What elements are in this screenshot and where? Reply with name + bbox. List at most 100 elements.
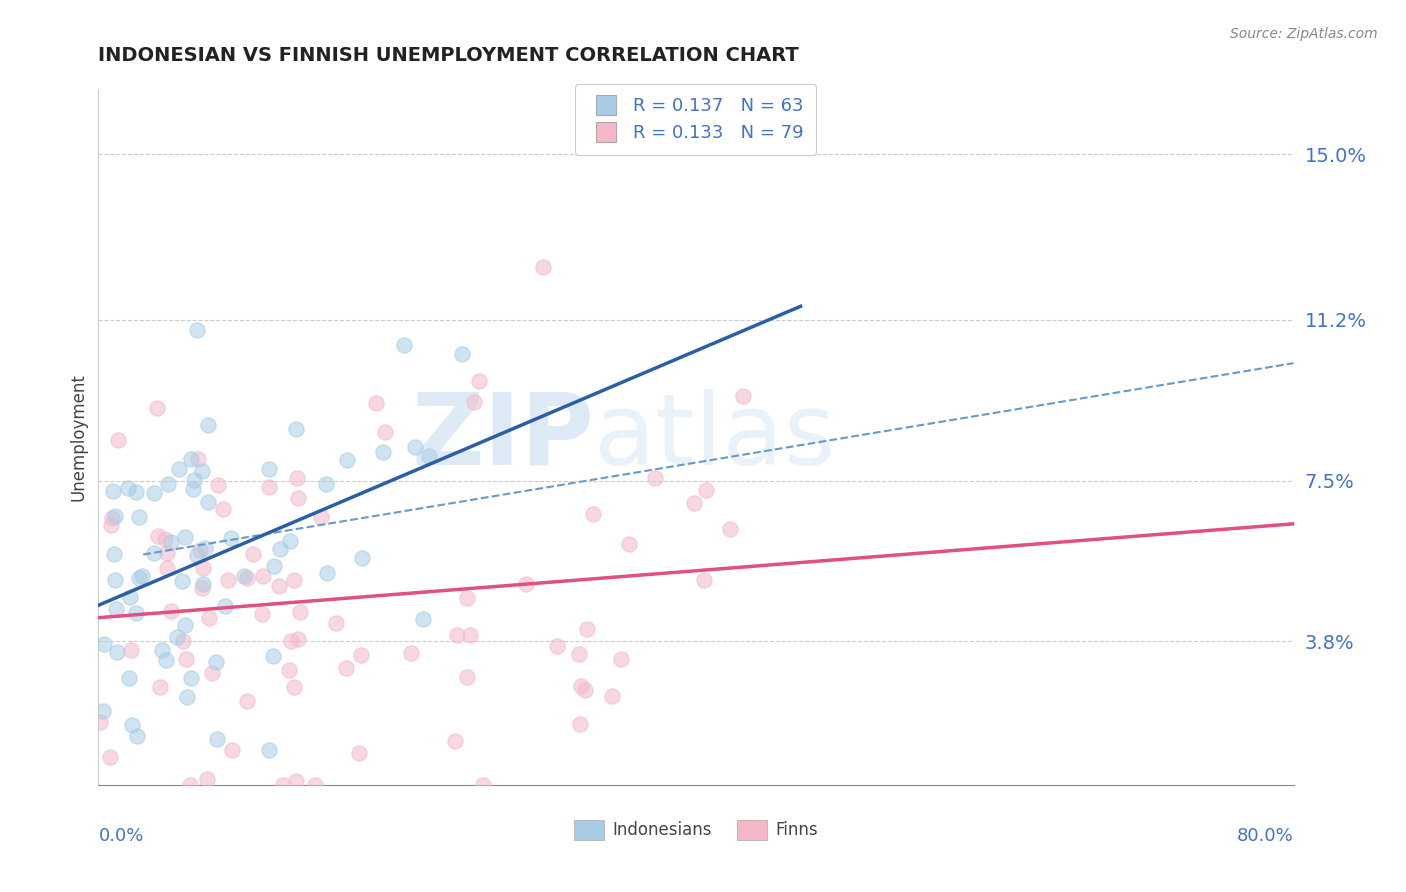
Point xyxy=(174,618,197,632)
Point xyxy=(569,717,592,731)
Point xyxy=(350,550,373,565)
Point xyxy=(160,604,183,618)
Point xyxy=(446,628,468,642)
Point xyxy=(146,401,169,415)
Point xyxy=(568,647,591,661)
Point xyxy=(285,774,308,789)
Point xyxy=(733,389,755,403)
Point xyxy=(450,347,472,361)
Point xyxy=(236,571,259,585)
Point xyxy=(156,561,179,575)
Point xyxy=(257,480,280,494)
Point xyxy=(374,425,396,439)
Point xyxy=(121,718,143,732)
Point xyxy=(198,611,221,625)
Point xyxy=(219,531,242,545)
Point xyxy=(569,680,592,694)
Point xyxy=(610,652,633,666)
Point xyxy=(104,573,127,587)
Point xyxy=(166,630,188,644)
Point xyxy=(458,627,481,641)
Point xyxy=(285,422,308,436)
Point xyxy=(131,569,153,583)
Point xyxy=(100,518,122,533)
Point xyxy=(443,734,465,748)
Point xyxy=(283,573,305,587)
Point xyxy=(186,548,208,562)
Point xyxy=(242,547,264,561)
Point xyxy=(287,632,309,646)
Point xyxy=(125,606,148,620)
Point xyxy=(160,535,183,549)
Point xyxy=(205,655,228,669)
Point xyxy=(194,541,217,556)
Point xyxy=(187,452,209,467)
Point xyxy=(392,338,415,352)
Point xyxy=(105,644,128,658)
Point xyxy=(107,433,129,447)
Text: Source: ZipAtlas.com: Source: ZipAtlas.com xyxy=(1230,27,1378,41)
Point xyxy=(463,395,485,409)
Point xyxy=(602,689,624,703)
Point xyxy=(283,680,305,694)
Point xyxy=(128,510,150,524)
Point xyxy=(280,634,302,648)
Point xyxy=(200,665,222,680)
Point xyxy=(183,473,205,487)
Point xyxy=(170,574,193,588)
Point xyxy=(315,566,337,581)
Legend: Indonesians, Finns: Indonesians, Finns xyxy=(568,814,824,847)
Point xyxy=(174,530,197,544)
Point xyxy=(186,324,208,338)
Point xyxy=(304,778,326,792)
Point xyxy=(207,478,229,492)
Point xyxy=(143,545,166,559)
Point xyxy=(718,522,741,536)
Point xyxy=(257,743,280,757)
Point xyxy=(290,605,312,619)
Point xyxy=(181,483,204,497)
Point xyxy=(315,477,337,491)
Point xyxy=(197,495,219,509)
Point xyxy=(262,648,284,663)
Point xyxy=(335,661,357,675)
Y-axis label: Unemployment: Unemployment xyxy=(69,373,87,501)
Point xyxy=(190,464,212,478)
Point xyxy=(149,681,172,695)
Point xyxy=(104,508,127,523)
Point xyxy=(150,643,173,657)
Point xyxy=(269,542,291,557)
Point xyxy=(472,778,495,792)
Point xyxy=(191,577,214,591)
Point xyxy=(188,543,211,558)
Point xyxy=(683,496,706,510)
Point xyxy=(456,591,478,605)
Point xyxy=(155,653,177,667)
Point xyxy=(531,260,554,274)
Point xyxy=(546,639,568,653)
Point xyxy=(695,483,717,497)
Point xyxy=(250,607,273,621)
Point xyxy=(180,671,202,685)
Point xyxy=(197,417,219,432)
Point xyxy=(418,449,440,463)
Point xyxy=(169,462,191,476)
Point xyxy=(582,507,605,521)
Point xyxy=(128,572,150,586)
Point xyxy=(176,690,198,704)
Point xyxy=(98,749,121,764)
Point xyxy=(157,477,180,491)
Point xyxy=(456,670,478,684)
Point xyxy=(214,599,236,613)
Point xyxy=(350,648,373,662)
Text: ZIP: ZIP xyxy=(412,389,595,485)
Point xyxy=(118,591,141,605)
Text: atlas: atlas xyxy=(595,389,837,485)
Point xyxy=(267,579,290,593)
Point xyxy=(271,778,294,792)
Text: INDONESIAN VS FINNISH UNEMPLOYMENT CORRELATION CHART: INDONESIAN VS FINNISH UNEMPLOYMENT CORRE… xyxy=(98,46,799,65)
Text: 0.0%: 0.0% xyxy=(98,827,143,845)
Point xyxy=(153,532,176,546)
Point xyxy=(143,486,166,500)
Point xyxy=(172,634,194,648)
